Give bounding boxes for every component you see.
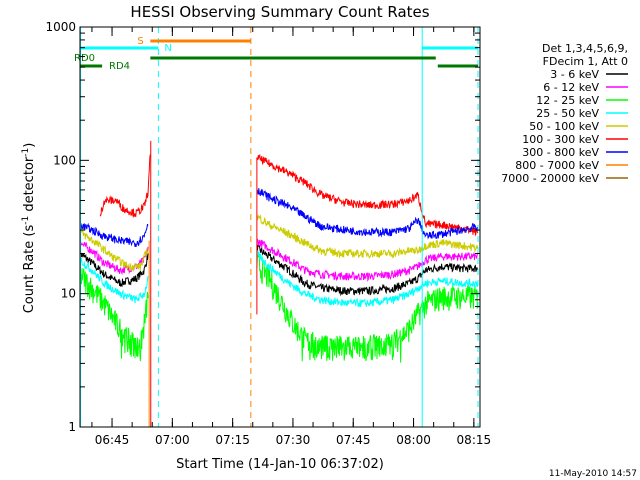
legend-header-line: FDecim 1, Att 0	[543, 55, 628, 68]
legend-entry-label: 800 - 7000 keV	[515, 159, 599, 172]
plot-area: S N RD0 RD4	[74, 27, 479, 427]
y-tick-label: 1	[68, 420, 76, 434]
flag-label-rd0: RD0	[74, 53, 95, 64]
x-tick-label: 08:00	[396, 433, 431, 447]
series-line-3-0	[79, 258, 149, 304]
series-line-0-1	[256, 244, 479, 297]
y-axis-label: Count Rate (s-1 detector-1)	[21, 143, 37, 314]
legend-entry-label: 25 - 50 keV	[536, 107, 599, 120]
chart-title: HESSI Observing Summary Count Rates	[130, 3, 429, 21]
series-line-5-1	[256, 153, 479, 237]
y-tick-label: 1000	[45, 20, 76, 34]
series-line-2-1	[256, 253, 479, 363]
series-line-6-0	[79, 222, 149, 247]
series-line-4-1	[256, 213, 479, 259]
y-tick-label: 10	[61, 287, 76, 301]
x-tick-label: 07:45	[336, 433, 371, 447]
flag-label-night: N	[164, 43, 171, 54]
series-line-2-0	[79, 267, 149, 362]
x-axis-label: Start Time (14-Jan-10 06:37:02)	[176, 457, 384, 472]
y-tick-label: 100	[53, 153, 76, 167]
axes: 1 10 100 1000 06:45 07:00 07:15 07:30 07:45 08:00…	[45, 20, 491, 447]
legend-header-line: Det 1,3,4,5,6,9,	[542, 42, 628, 55]
x-tick-label: 08:15	[457, 433, 492, 447]
x-tick-label: 07:15	[215, 433, 250, 447]
legend-entry-label: 7000 - 20000 keV	[501, 172, 599, 185]
series-line-1-1	[256, 238, 479, 282]
legend-entry-label: 300 - 800 keV	[522, 146, 599, 159]
legend-entry-label: 12 - 25 keV	[536, 94, 599, 107]
legend-entry-label: 3 - 6 keV	[550, 68, 599, 81]
series-line-3-1	[256, 250, 479, 308]
x-tick-label: 07:00	[155, 433, 190, 447]
series-line-0-0	[79, 250, 149, 288]
timestamp: 11-May-2010 14:57	[549, 469, 637, 479]
legend-entry-label: 50 - 100 keV	[529, 120, 599, 133]
flag-label-rd4: RD4	[109, 61, 130, 72]
plot-frame	[79, 26, 481, 428]
legend: Det 1,3,4,5,6,9,FDecim 1, Att 03 - 6 keV…	[501, 42, 628, 185]
series-line-6-1	[256, 188, 479, 240]
x-tick-label: 07:30	[276, 433, 311, 447]
series-line-1-0	[79, 241, 149, 276]
flag-label-saa: S	[137, 36, 143, 47]
legend-entry-label: 6 - 12 keV	[543, 81, 599, 94]
legend-entry-label: 100 - 300 keV	[522, 133, 599, 146]
x-tick-label: 06:45	[95, 433, 130, 447]
series-line-4-0	[79, 228, 149, 272]
series-line-5-0	[99, 154, 151, 219]
